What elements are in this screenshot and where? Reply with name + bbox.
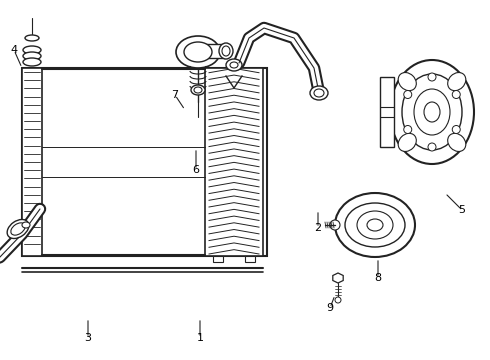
Bar [205,68,263,256]
Ellipse shape [23,52,41,60]
Ellipse shape [330,220,340,230]
Text: 8: 8 [374,273,382,283]
Ellipse shape [23,46,41,54]
Ellipse shape [7,220,29,239]
Ellipse shape [314,89,324,97]
Ellipse shape [428,73,436,81]
Ellipse shape [452,90,460,99]
Ellipse shape [230,62,238,68]
Polygon shape [333,273,343,283]
Ellipse shape [448,133,466,152]
Ellipse shape [194,87,202,93]
Ellipse shape [11,223,25,235]
Ellipse shape [222,46,230,56]
Ellipse shape [219,43,233,59]
Text: 7: 7 [172,90,178,100]
Ellipse shape [335,193,415,257]
Bar [22,68,267,256]
Text: 6: 6 [193,165,199,175]
Ellipse shape [424,102,440,122]
Text: 5: 5 [459,205,466,215]
Bar [206,44,226,58]
Ellipse shape [23,58,41,66]
Text: 9: 9 [326,303,334,313]
Text: 2: 2 [315,223,321,233]
Ellipse shape [448,72,466,91]
Bar [245,256,255,262]
Ellipse shape [428,143,436,151]
Ellipse shape [226,59,242,71]
Bar [22,68,42,256]
Ellipse shape [414,89,450,135]
Ellipse shape [25,35,39,41]
Ellipse shape [398,72,416,91]
Ellipse shape [404,126,412,134]
Ellipse shape [398,133,416,152]
Text: 4: 4 [10,45,18,55]
Ellipse shape [402,74,462,150]
Text: 1: 1 [196,333,203,343]
Ellipse shape [404,90,412,99]
Ellipse shape [310,86,328,100]
Ellipse shape [176,36,220,68]
Ellipse shape [184,42,212,62]
Ellipse shape [452,126,460,134]
Ellipse shape [390,60,474,164]
Ellipse shape [335,297,341,303]
Ellipse shape [22,222,30,228]
Text: 3: 3 [84,333,92,343]
Bar [380,77,394,147]
Bar [213,256,223,262]
Ellipse shape [345,203,405,247]
Ellipse shape [191,85,205,95]
Ellipse shape [357,211,393,239]
Ellipse shape [367,219,383,231]
